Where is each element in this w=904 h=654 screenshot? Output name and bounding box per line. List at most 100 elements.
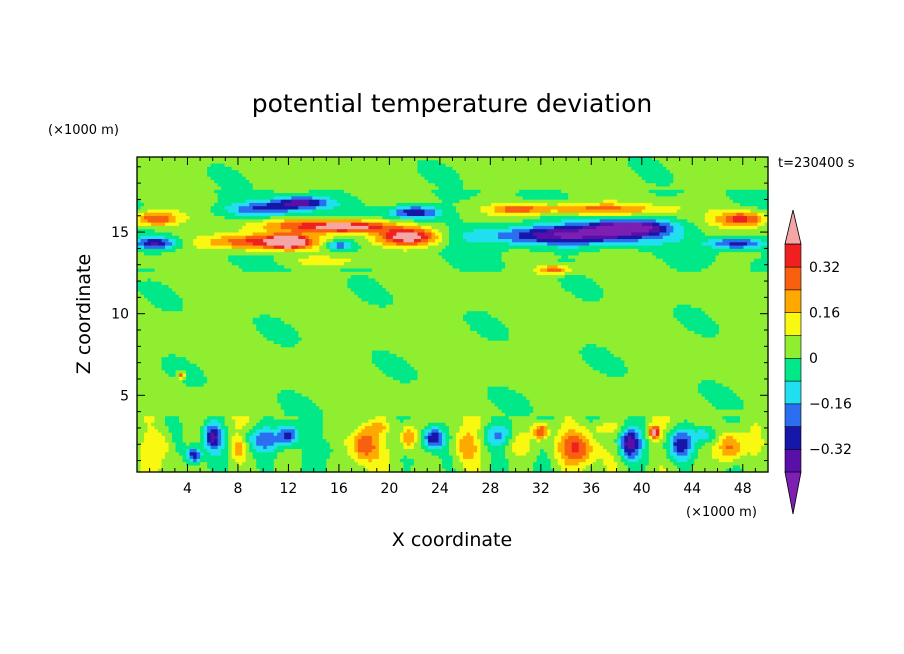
contour-cell <box>456 193 461 197</box>
contour-cell <box>554 160 559 165</box>
contour-cell <box>200 225 205 230</box>
contour-cell <box>596 170 601 175</box>
contour-cell <box>662 229 667 234</box>
contour-cell <box>575 216 580 220</box>
contour-cell <box>732 219 738 224</box>
contour-cell <box>515 176 520 181</box>
contour-cell <box>715 166 720 171</box>
contour-cell <box>508 183 513 188</box>
contour-cell <box>564 157 569 161</box>
contour-cell <box>343 216 348 220</box>
contour-cell <box>312 173 317 178</box>
contour-cell <box>631 209 636 214</box>
contour-cell <box>690 216 695 220</box>
contour-cell <box>270 186 275 191</box>
contour-cell <box>410 239 415 243</box>
contour-cell <box>406 170 412 175</box>
contour-cell <box>410 202 415 207</box>
contour-cell <box>550 212 555 217</box>
contour-cell <box>554 235 559 240</box>
contour-cell <box>505 232 510 237</box>
contour-cell <box>207 166 212 171</box>
contour-cell <box>718 199 724 204</box>
contour-cell <box>403 245 408 250</box>
contour-cell <box>466 157 471 161</box>
contour-cell <box>298 235 303 240</box>
contour-cell <box>378 232 383 237</box>
contour-cell <box>417 166 422 171</box>
contour-cell <box>452 209 457 214</box>
contour-cell <box>659 193 664 197</box>
contour-cell <box>589 235 594 240</box>
contour-cell <box>357 216 362 220</box>
contour-cell <box>392 242 398 247</box>
contour-cell <box>536 235 541 240</box>
contour-cell <box>315 157 320 161</box>
contour-cell <box>238 176 243 181</box>
contour-cell <box>620 199 625 204</box>
contour-cell <box>378 219 383 224</box>
y-unit-label: (×1000 m) <box>48 123 119 138</box>
contour-cell <box>484 193 489 197</box>
contour-cell <box>648 229 653 234</box>
contour-cell <box>718 209 724 214</box>
contour-cell <box>676 239 681 243</box>
contour-cell <box>648 225 653 230</box>
contour-cell <box>701 186 706 191</box>
contour-cell <box>403 186 408 191</box>
contour-cell <box>659 229 664 234</box>
contour-cell <box>158 157 163 161</box>
contour-cell <box>673 219 678 224</box>
contour-cell <box>606 219 611 224</box>
contour-cell <box>631 186 636 191</box>
contour-cell <box>645 222 650 227</box>
contour-cell <box>266 173 271 178</box>
contour-cell <box>589 196 594 201</box>
contour-cell <box>438 196 443 201</box>
contour-cell <box>564 189 569 194</box>
contour-cell <box>200 206 205 211</box>
contour-cell <box>687 229 692 234</box>
contour-cell <box>463 209 468 214</box>
contour-cell <box>378 196 383 201</box>
contour-cell <box>697 199 702 204</box>
contour-cell <box>333 242 338 247</box>
contour-cell <box>739 173 745 178</box>
contour-cell <box>690 176 695 181</box>
contour-cell <box>554 189 559 194</box>
contour-cell <box>291 186 296 191</box>
contour-cell <box>480 163 485 168</box>
contour-cell <box>343 225 348 230</box>
contour-cell <box>571 222 576 227</box>
contour-cell <box>165 212 170 217</box>
contour-cell <box>231 216 236 220</box>
contour-cell <box>277 163 282 168</box>
contour-cell <box>336 166 341 171</box>
contour-cell <box>413 183 419 188</box>
contour-cell <box>406 166 412 171</box>
contour-cell <box>280 242 285 247</box>
contour-cell <box>410 196 415 201</box>
contour-cell <box>753 225 759 230</box>
contour-cell <box>722 189 727 194</box>
contour-cell <box>610 166 615 171</box>
contour-cell <box>144 206 149 211</box>
contour-cell <box>333 219 338 224</box>
contour-cell <box>501 163 506 168</box>
contour-cell <box>319 242 324 247</box>
contour-cell <box>596 206 601 211</box>
contour-cell <box>456 163 461 168</box>
contour-cell <box>179 219 184 224</box>
contour-cell <box>322 225 327 230</box>
contour-cell <box>753 209 759 214</box>
contour-cell <box>210 232 215 237</box>
contour-cell <box>217 173 222 178</box>
contour-cell <box>413 222 419 227</box>
contour-cell <box>154 232 159 237</box>
contour-cell <box>505 173 510 178</box>
contour-cell <box>753 206 759 211</box>
contour-cell <box>631 166 636 171</box>
contour-cell <box>708 219 713 224</box>
contour-cell <box>375 173 380 178</box>
contour-cell <box>371 160 376 165</box>
